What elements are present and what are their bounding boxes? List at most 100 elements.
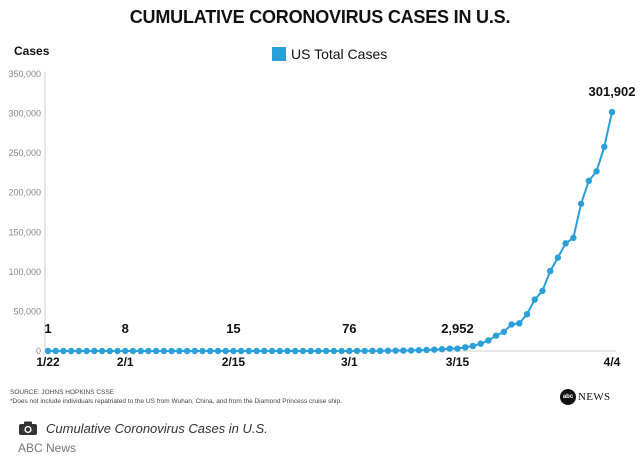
data-point [245,347,253,355]
data-point [531,296,538,303]
chart-title: CUMULATIVE CORONOVIRUS CASES IN U.S. [129,7,511,27]
data-point [508,321,515,328]
data-point [222,347,229,355]
y-tick-label: 100,000 [8,267,41,277]
data-point [307,347,314,355]
y-tick-label: 200,000 [8,188,41,198]
data-point [485,337,492,344]
data-point [492,332,500,339]
source-note: *Does not include individuals repatriate… [10,398,342,405]
data-point [230,347,237,355]
data-point [292,347,299,355]
data-label: 1 [44,321,51,336]
data-point [477,340,484,347]
data-point [330,347,338,355]
legend-label: US Total Cases [291,46,388,62]
data-point [407,347,415,354]
data-point [160,347,168,355]
x-tick-label: 1/22 [36,355,60,369]
data-point [462,344,469,351]
data-point [577,200,585,207]
data-point [237,347,245,355]
data-point [60,347,67,355]
data-point [361,347,368,355]
data-point [284,347,291,355]
data-point [145,347,152,355]
data-point [431,346,438,353]
data-point [608,108,616,116]
data-point [585,177,593,185]
caption-text: Cumulative Coronovirus Cases in U.S. [46,420,268,436]
data-point [500,328,508,336]
x-tick-label: 3/15 [446,355,470,369]
data-point [546,267,554,275]
data-point [83,347,90,355]
data-point [338,347,345,355]
data-point [384,347,392,354]
y-axis: 0 50,000 100,000 150,000 200,000 250,000 300,0… [8,69,46,356]
data-point [438,346,446,353]
data-labels: 1 8 15 76 2,952 301,902 [44,84,635,336]
data-point [299,347,307,355]
data-point [129,347,137,355]
data-point [214,347,222,355]
data-point [516,320,523,327]
abc-news-logo: abc NEWS [560,389,610,405]
data-point [253,347,260,355]
chart-card: CUMULATIVE CORONOVIRUS CASES IN U.S. Cas… [8,7,636,405]
data-point [152,347,160,355]
data-point [423,346,430,354]
data-point [454,345,461,352]
data-label: 8 [122,321,129,336]
camera-icon [19,421,37,435]
data-point [75,347,83,355]
data-point [353,347,361,355]
data-point [601,143,608,151]
data-label: 301,902 [589,84,636,99]
data-label: 15 [226,321,240,336]
data-point [176,347,183,355]
data-point [137,347,144,355]
x-tick-label: 2/15 [222,355,246,369]
abc-logo-text: NEWS [578,391,611,403]
line-chart: 0 50,000 100,000 150,000 200,000 250,000 300,0… [8,69,635,369]
data-label: 2,952 [441,321,474,336]
data-point [539,287,546,295]
data-point [400,347,407,354]
data-point [593,168,600,175]
x-tick-label: 4/4 [604,355,621,369]
source-line: SOURCE: JOHNS HOPKINS CSSE [10,389,115,396]
data-point [276,347,283,355]
data-point [183,347,191,355]
data-point [106,347,114,355]
data-point [322,347,330,355]
data-point [98,347,106,355]
data-point [377,347,384,355]
y-tick-label: 300,000 [8,109,41,119]
photo-credit: ABC News [18,441,77,455]
y-tick-label: 350,000 [8,69,41,79]
legend-swatch [272,47,286,61]
data-point [52,347,59,355]
data-point [523,311,531,318]
data-point [44,347,52,355]
x-tick-label: 2/1 [117,355,134,369]
data-point [469,342,477,350]
data-point [415,347,423,354]
data-point [168,347,175,355]
data-point [570,234,577,242]
data-point [261,347,268,355]
data-point [554,254,562,261]
data-point [392,347,399,354]
data-point [346,347,353,355]
x-tick-label: 3/1 [341,355,358,369]
data-point [91,347,98,355]
data-point [446,345,453,352]
data-point [315,347,322,355]
y-tick-label: 250,000 [8,148,41,158]
data-point [122,347,129,355]
data-point [114,347,121,355]
caption-row: Cumulative Coronovirus Cases in U.S. [18,420,268,436]
legend: US Total Cases [272,46,387,62]
data-point [268,347,276,355]
